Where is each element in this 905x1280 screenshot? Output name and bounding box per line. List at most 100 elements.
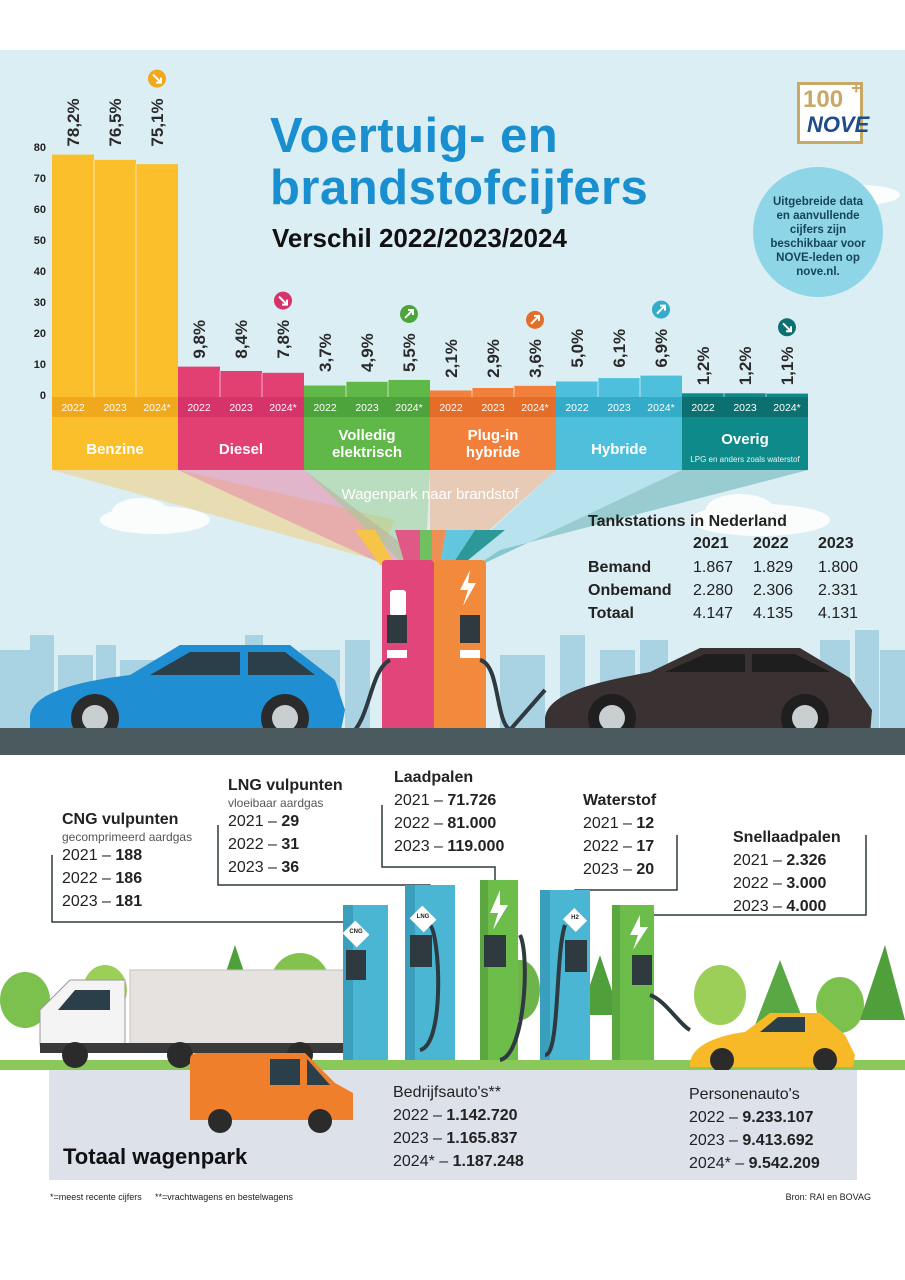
info-row-year: 2023 – <box>733 898 787 915</box>
tankstations-row: Bemand 1.867 1.829 1.800 <box>588 559 888 582</box>
tankstations-year: 2022 <box>753 535 789 552</box>
info-row-value: 71.726 <box>447 792 497 809</box>
info-row-year: 2022 – <box>733 875 787 892</box>
info-row-value: 1.142.720 <box>446 1107 518 1124</box>
lng-subtitle: vloeibaar aardgas <box>228 796 324 810</box>
info-row: 2023 – 181 <box>62 890 192 913</box>
group-label-panel <box>682 417 808 470</box>
personenautos-title: Personenauto's <box>689 1086 800 1103</box>
tankstations-table: Tankstations in Nederland 2021 2022 2023 B… <box>588 513 888 628</box>
info-row-value: 119.000 <box>447 838 505 855</box>
cng-info: CNG vulpunten gecomprimeerd aardgas 2021… <box>62 808 192 913</box>
info-row-year: 2022 – <box>228 836 282 853</box>
year-label: 2024* <box>647 402 674 414</box>
yellow-car <box>690 1013 855 1072</box>
info-row-value: 81.000 <box>447 815 497 832</box>
lng-title: LNG vulpunten <box>228 777 343 794</box>
info-row-year: 2022 – <box>393 1107 447 1124</box>
group-name: Benzine <box>86 441 144 458</box>
bar-value-label: 2,9% <box>484 339 503 378</box>
info-row-year: 2021 – <box>228 813 282 830</box>
bar <box>766 393 808 397</box>
y-tick-label: 60 <box>33 204 46 216</box>
info-bubble: Uitgebreide data en aanvullende cijfers zi… <box>753 167 883 297</box>
bottom-illustration <box>0 805 905 1072</box>
laadpalen-info: Laadpalen 2021 – 71.726 2022 – 81.000 2023… <box>394 766 504 858</box>
bar-value-label: 1,1% <box>778 347 797 386</box>
info-row: 2024* – 9.542.209 <box>689 1152 820 1175</box>
info-row-year: 2022 – <box>62 870 116 887</box>
tankstations-rows: Bemand 1.867 1.829 1.800 Onbemand 2.280 2.306 2… <box>588 559 888 628</box>
bar-chart: 78,2% 2022 76,5% 2023 75,1% 2024* Benzine 9,8% 2… <box>52 69 808 470</box>
info-row: 2021 – 12 <box>583 812 656 835</box>
group-name: Volledig elektrisch <box>332 427 402 461</box>
year-label: 2024* <box>521 402 548 414</box>
tankstations-cell: 4.135 <box>753 605 794 622</box>
info-row: 2021 – 188 <box>62 844 192 867</box>
info-row-value: 9.233.107 <box>742 1109 814 1126</box>
logo-frame <box>797 82 863 144</box>
bar-value-label: 78,2% <box>64 98 83 146</box>
y-tick-label: 50 <box>33 235 46 247</box>
lng-info: LNG vulpunten vloeibaar aardgas 2021 – 2… <box>228 774 343 879</box>
fuel-pump-pink <box>382 560 434 738</box>
lng-badge-label: LNG <box>416 914 430 920</box>
cng-rows: 2021 – 188 2022 – 186 2023 – 181 <box>62 844 192 913</box>
bar <box>640 375 682 397</box>
year-label: 2024* <box>269 402 296 414</box>
tankstations-cell: 1.800 <box>818 559 859 576</box>
tankstations-cell: 4.147 <box>693 605 734 622</box>
info-row-year: 2021 – <box>394 792 448 809</box>
trend-arrow-glyph <box>404 308 414 319</box>
tankstations-cell: 4.131 <box>818 605 859 622</box>
year-label: 2022 <box>691 402 715 414</box>
info-row: 2023 – 9.413.692 <box>689 1129 820 1152</box>
tankstations-row-label: Onbemand <box>588 582 672 599</box>
bar-value-label: 76,5% <box>106 98 125 146</box>
info-row-value: 31 <box>281 836 300 853</box>
page-subtitle: Verschil 2022/2023/2024 <box>272 223 567 253</box>
bar <box>304 385 346 397</box>
bar <box>262 372 304 397</box>
info-row-year: 2022 – <box>394 815 448 832</box>
year-band <box>556 397 682 417</box>
fast-charger-pump <box>612 905 654 1060</box>
bar <box>556 381 598 397</box>
year-label: 2023 <box>481 402 505 414</box>
y-tick-label: 10 <box>33 359 46 371</box>
year-label: 2022 <box>565 402 589 414</box>
info-row-year: 2024* – <box>689 1155 749 1172</box>
info-row-year: 2022 – <box>689 1109 743 1126</box>
bar-value-label: 1,2% <box>736 347 755 386</box>
bedrijfsautos-rows: 2022 – 1.142.720 2023 – 1.165.837 2024* – … <box>393 1104 524 1173</box>
bar <box>682 393 724 397</box>
trend-arrow-glyph <box>152 73 162 84</box>
bar-value-label: 75,1% <box>148 98 167 146</box>
trend-arrow-glyph <box>278 295 288 306</box>
bar-value-label: 5,0% <box>568 329 587 368</box>
info-bubble-text: Uitgebreide data en aanvullende cijfers zi… <box>753 195 883 279</box>
cng-title: CNG vulpunten <box>62 811 179 828</box>
logo-number: 100 <box>803 86 844 113</box>
info-bubble-line: en aanvullende <box>776 210 860 222</box>
info-row: 2023 – 36 <box>228 856 343 879</box>
info-row-value: 3.000 <box>786 875 827 892</box>
info-row: 2023 – 4.000 <box>733 895 841 918</box>
year-label: 2023 <box>229 402 253 414</box>
info-row: 2024* – 1.187.248 <box>393 1150 524 1173</box>
info-row-year: 2023 – <box>228 859 282 876</box>
group-name: Hybride <box>591 441 647 458</box>
totaal-title: Totaal wagenpark <box>63 1144 248 1169</box>
year-band <box>52 397 178 417</box>
year-band <box>178 397 304 417</box>
funnel <box>52 470 808 570</box>
info-row-value: 186 <box>115 870 143 887</box>
info-row-year: 2023 – <box>583 861 637 878</box>
waterstof-info: Waterstof 2021 – 12 2022 – 17 2023 – 20 <box>583 789 656 881</box>
info-row-value: 181 <box>115 893 143 910</box>
year-label: 2022 <box>187 402 211 414</box>
bar <box>388 379 430 397</box>
tankstations-row: Onbemand 2.280 2.306 2.331 <box>588 582 888 605</box>
chart-title: Wagenpark naar brandstof <box>341 486 519 503</box>
cng-badge-label: CNG <box>349 929 363 935</box>
